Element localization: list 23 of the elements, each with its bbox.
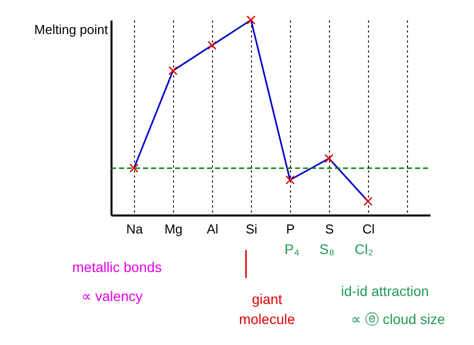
text: metallic bonds: [72, 259, 162, 275]
text: id-id attraction: [341, 283, 429, 299]
point: [207, 40, 217, 50]
point: [324, 154, 334, 163]
point: [129, 164, 139, 173]
x-tick-label: P: [286, 222, 295, 236]
text: giant molecule: [238, 291, 296, 327]
point: [285, 175, 295, 184]
x-tick-label: Cl: [362, 222, 375, 236]
text: ∝ valency: [81, 288, 143, 304]
point: [363, 196, 373, 206]
x-tick-label: Si: [246, 222, 258, 236]
x-tick-label: Al: [206, 222, 218, 236]
text: Cl₂: [354, 241, 374, 257]
text: S₈: [319, 241, 335, 257]
y-axis-title: Melting point: [34, 22, 108, 37]
x-tick-label: Mg: [164, 222, 183, 236]
x-tick-label: S: [325, 222, 334, 236]
text: ∝ ⓔ cloud size: [350, 311, 446, 327]
x-tick-label: Na: [126, 222, 144, 236]
text: P₄: [284, 241, 300, 257]
point: [168, 66, 178, 76]
point: [246, 15, 256, 25]
